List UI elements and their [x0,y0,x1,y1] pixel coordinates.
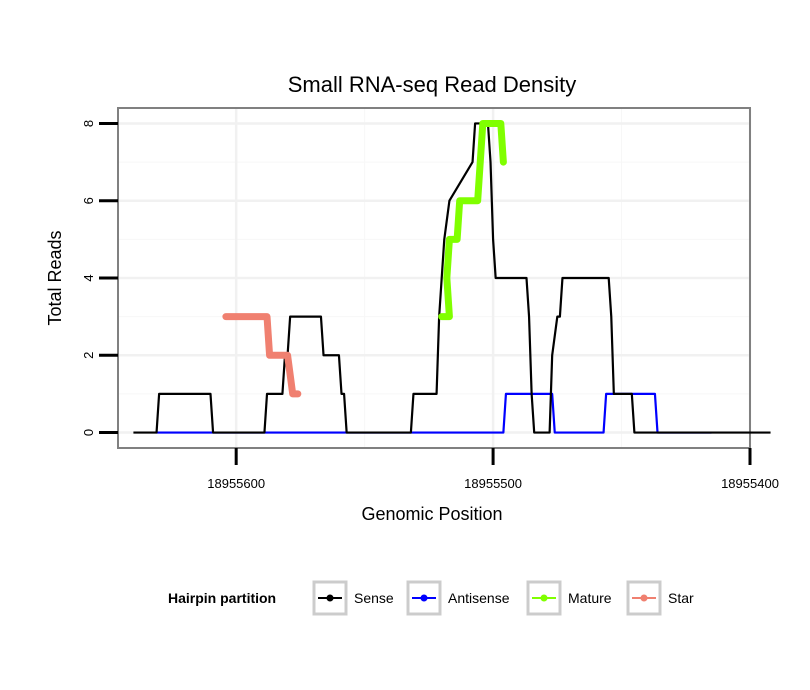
legend-label-mature: Mature [568,590,612,606]
chart-title: Small RNA-seq Read Density [288,72,577,97]
legend: Hairpin partition Sense Antisense Mature St… [168,580,694,616]
axis-layer: 0 2 4 6 8 18955600 18955500 18955400 [81,120,779,491]
legend-key-point [540,594,548,602]
y-tick-label: 0 [81,429,96,436]
series-marks-star [222,313,302,398]
y-tick-label: 8 [81,120,96,127]
legend-label-sense: Sense [354,590,394,606]
legend-label-star: Star [668,590,694,606]
x-tick-label: 18955400 [721,476,779,491]
x-tick-label: 18955600 [207,476,265,491]
x-tick-label: 18955500 [464,476,522,491]
legend-key-point [326,594,334,602]
series-line-sense [133,122,771,434]
y-tick-label: 2 [81,352,96,359]
x-axis-label: Genomic Position [361,504,502,524]
y-axis-label: Total Reads [45,230,65,325]
series-layer [133,119,771,434]
legend-key-point [640,594,648,602]
legend-key-point [420,594,428,602]
legend-title: Hairpin partition [168,590,276,606]
series-marks-mature [438,119,507,321]
y-tick-label: 4 [81,274,96,281]
series-line-antisense [156,392,712,434]
y-tick-label: 6 [81,197,96,204]
legend-label-antisense: Antisense [448,590,510,606]
